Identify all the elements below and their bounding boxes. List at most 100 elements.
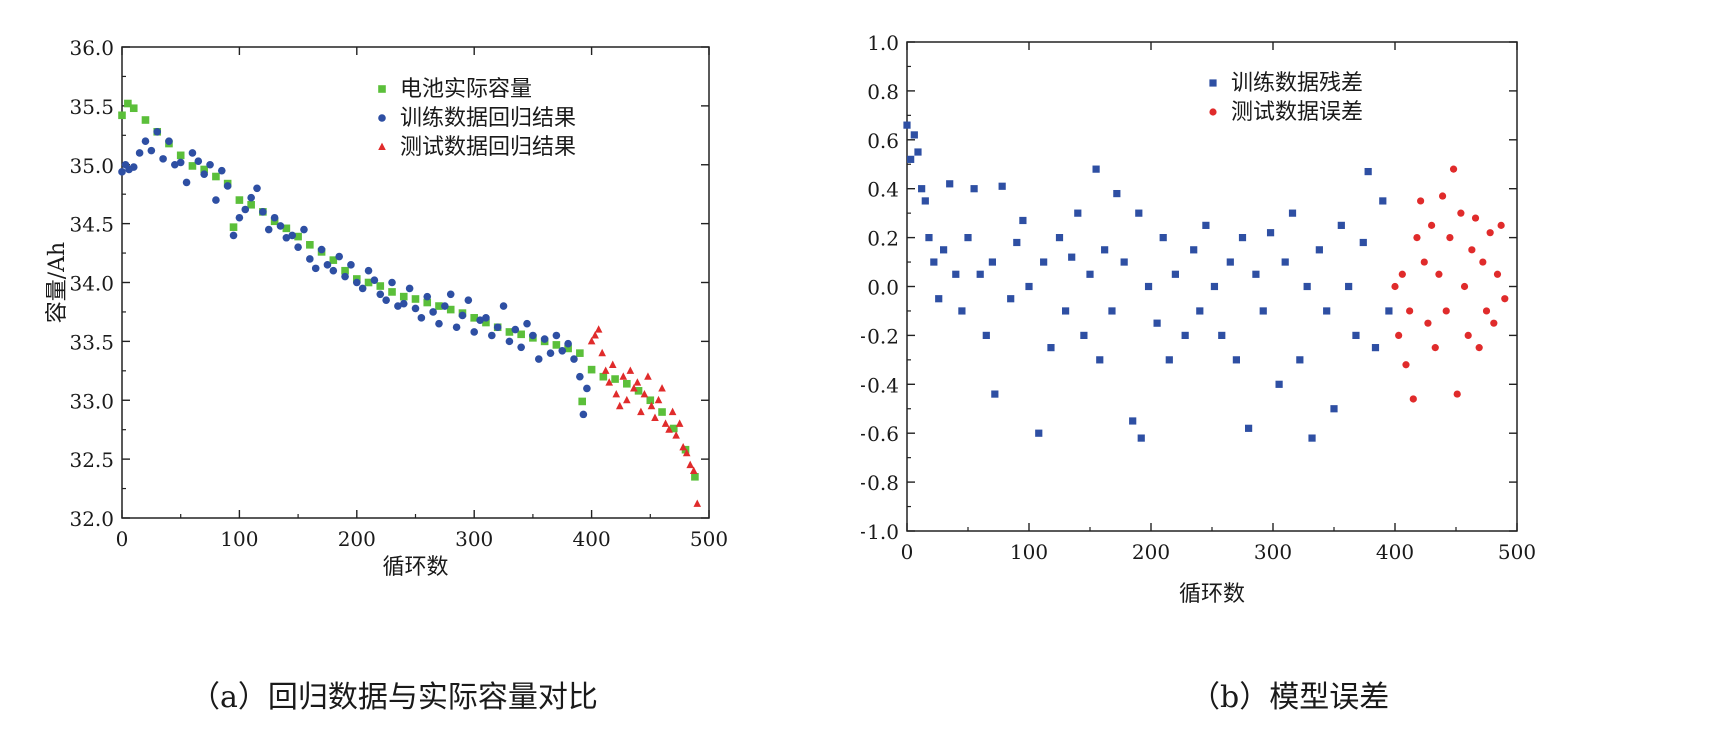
data-point-series-1 xyxy=(1479,258,1487,266)
chart-panel-b: 0 100 200 300 400 500 −1.0 −0.8 −0.6 −0.4 −0.2 0.0 0… xyxy=(814,0,1722,734)
data-point-series-1 xyxy=(276,222,285,230)
data-point-series-0 xyxy=(1281,258,1289,266)
data-point-series-1 xyxy=(529,331,537,340)
y-tick-label: 32.5 xyxy=(69,448,114,472)
data-point-series-2 xyxy=(637,407,645,416)
data-point-series-2 xyxy=(651,413,659,421)
data-point-series-0 xyxy=(1245,424,1253,432)
chart-panel-a: 0 100 200 300 400 500 32.0 32.5 33.0 33.5 34.0 34.5… xyxy=(45,36,728,580)
data-point-series-0 xyxy=(1275,380,1283,388)
data-point-series-1 xyxy=(540,335,549,343)
data-point-series-1 xyxy=(399,299,408,308)
data-point-series-1 xyxy=(546,349,555,357)
data-point-series-1 xyxy=(1486,229,1494,237)
legend-marker-2 xyxy=(378,142,386,151)
data-point-series-1 xyxy=(159,155,167,163)
data-point-series-0 xyxy=(1352,331,1360,339)
data-point-series-1 xyxy=(1391,282,1399,291)
data-point-series-0 xyxy=(964,234,972,242)
data-point-series-1 xyxy=(171,160,179,169)
data-point-series-0 xyxy=(958,307,966,315)
data-point-series-0 xyxy=(623,379,631,388)
data-point-series-1 xyxy=(579,410,588,419)
data-point-series-0 xyxy=(435,302,443,310)
data-point-series-0 xyxy=(1337,221,1345,229)
data-point-series-0 xyxy=(1137,434,1145,442)
data-point-series-0 xyxy=(991,390,999,398)
data-point-series-0 xyxy=(982,331,990,339)
data-point-series-1 xyxy=(382,296,390,304)
data-point-series-1 xyxy=(1420,258,1428,266)
y-tick-label: 35.0 xyxy=(69,154,114,178)
data-point-series-1 xyxy=(464,296,473,304)
data-point-series-0 xyxy=(1364,167,1372,176)
data-point-series-1 xyxy=(1468,246,1476,254)
data-point-series-2 xyxy=(679,442,687,451)
legend-label-0: 训练数据残差 xyxy=(1231,71,1363,96)
data-point-series-1 xyxy=(429,308,437,316)
data-point-series-0 xyxy=(1092,165,1100,173)
data-point-series-0 xyxy=(341,266,349,275)
y-tick-label: 33.5 xyxy=(69,330,114,354)
x-tick-label: 400 xyxy=(1376,540,1414,564)
data-point-series-2 xyxy=(587,337,596,345)
data-point-series-1 xyxy=(470,328,479,336)
data-point-series-0 xyxy=(1108,307,1116,315)
data-point-series-1 xyxy=(570,355,578,363)
data-point-series-0 xyxy=(976,270,984,278)
data-point-series-0 xyxy=(1040,258,1048,266)
data-point-series-0 xyxy=(1062,307,1070,315)
data-point-series-1 xyxy=(1413,234,1421,242)
data-point-series-0 xyxy=(1266,229,1275,237)
data-point-series-1 xyxy=(311,264,320,273)
data-point-series-1 xyxy=(1435,270,1443,278)
y-tick-label: −1.0 xyxy=(861,520,899,544)
series-0 xyxy=(903,121,1393,442)
data-point-series-0 xyxy=(611,375,619,383)
data-point-series-0 xyxy=(970,185,978,193)
data-point-series-1 xyxy=(188,149,197,157)
y-tick-label: 33.0 xyxy=(69,389,114,413)
x-tick-label: 100 xyxy=(1010,540,1048,564)
data-point-series-1 xyxy=(200,170,208,178)
data-point-series-1 xyxy=(476,316,484,324)
data-point-series-1 xyxy=(576,372,584,381)
data-point-series-0 xyxy=(294,232,302,241)
data-point-series-0 xyxy=(940,246,948,254)
data-point-series-0 xyxy=(1086,270,1094,278)
data-point-series-1 xyxy=(341,272,349,281)
y-tick-label: 32.0 xyxy=(69,507,114,531)
data-point-series-2 xyxy=(640,389,649,398)
x-tick-label: 0 xyxy=(116,527,129,551)
data-point-series-0 xyxy=(247,200,255,209)
data-point-series-2 xyxy=(668,407,677,416)
data-point-series-0 xyxy=(124,99,132,108)
capacity-scatter-chart: 0 100 200 300 400 500 32.0 32.5 33.0 33.5 34.0 34.5… xyxy=(45,36,728,580)
data-point-series-0 xyxy=(1007,295,1015,303)
data-point-series-1 xyxy=(212,196,220,204)
data-point-series-0 xyxy=(669,424,678,433)
data-point-series-1 xyxy=(441,302,449,310)
data-point-series-1 xyxy=(282,233,291,242)
data-point-series-0 xyxy=(946,180,954,188)
data-point-series-0 xyxy=(918,185,926,193)
data-point-series-1 xyxy=(1482,307,1491,315)
data-point-series-2 xyxy=(644,372,652,380)
data-point-series-1 xyxy=(206,160,214,169)
data-point-series-0 xyxy=(578,397,587,406)
data-point-series-1 xyxy=(247,193,255,202)
data-point-series-0 xyxy=(1120,258,1128,266)
data-point-series-0 xyxy=(1025,282,1033,291)
data-point-series-0 xyxy=(1144,282,1153,291)
data-point-series-1 xyxy=(153,127,162,136)
data-point-series-2 xyxy=(612,389,621,398)
y-tick-label: −0.4 xyxy=(861,373,899,397)
data-point-series-1 xyxy=(394,302,402,310)
caption-b: （b）模型误差 xyxy=(1190,680,1390,715)
legend-label-0: 电池实际容量 xyxy=(400,77,532,102)
data-point-series-0 xyxy=(930,258,938,266)
y-tick-label: 36.0 xyxy=(69,36,114,60)
data-point-series-0 xyxy=(517,330,525,339)
data-point-series-1 xyxy=(141,137,150,145)
